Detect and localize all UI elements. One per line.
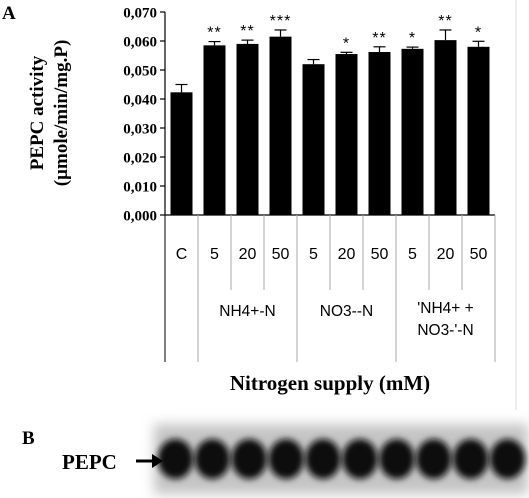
category-label: 20 bbox=[239, 246, 257, 263]
bar bbox=[335, 54, 358, 215]
category-label: 50 bbox=[272, 246, 290, 263]
blot-band bbox=[416, 439, 452, 479]
blot-band bbox=[452, 439, 489, 479]
category-label: 50 bbox=[371, 246, 389, 263]
blot-band bbox=[231, 439, 267, 479]
significance-marks: ** ****** ** **** bbox=[207, 13, 482, 52]
blot-band bbox=[489, 439, 526, 479]
category-table: C 5 20 50 5 20 50 5 20 50 NH4+-N NO3--N 'NH4+ + NO3-'… bbox=[164, 214, 496, 362]
blot-band bbox=[305, 439, 341, 479]
significance-label: ** bbox=[372, 30, 386, 47]
y-tick-label: 0,060 bbox=[123, 35, 157, 51]
blot-band bbox=[194, 439, 231, 479]
significance-label: * bbox=[475, 24, 482, 41]
significance-label: ** bbox=[438, 13, 452, 30]
group-label: NO3--N bbox=[320, 303, 373, 320]
category-label: 50 bbox=[470, 246, 488, 263]
bar bbox=[236, 43, 259, 216]
group-label: NH4+-N bbox=[219, 303, 275, 320]
significance-label: * bbox=[343, 35, 350, 52]
y-tick-label: 0,010 bbox=[123, 180, 157, 196]
significance-label: * bbox=[409, 30, 416, 47]
category-label: 5 bbox=[309, 246, 318, 263]
bar bbox=[434, 40, 457, 215]
y-tick-label: 0,050 bbox=[123, 64, 157, 80]
bar bbox=[401, 48, 424, 215]
y-tick-label: 0,020 bbox=[123, 151, 157, 167]
category-label: C bbox=[176, 246, 188, 263]
blot-band bbox=[268, 439, 304, 479]
category-label: 5 bbox=[408, 246, 417, 263]
bar bbox=[467, 46, 490, 215]
significance-label: ** bbox=[207, 25, 221, 42]
significance-label: *** bbox=[270, 13, 292, 30]
x-axis-label: Nitrogen supply (mM) bbox=[230, 371, 430, 395]
category-label: 20 bbox=[338, 246, 356, 263]
panel-b-label: B bbox=[22, 428, 35, 449]
category-label: 20 bbox=[437, 246, 455, 263]
y-axis: 0,000 0,010 0,020 0,030 0,040 0,050 0,060 0,070 bbox=[123, 6, 166, 225]
y-tick-label: 0,030 bbox=[123, 122, 157, 138]
blot-band bbox=[342, 439, 378, 479]
y-tick-label: 0,040 bbox=[123, 93, 157, 109]
category-label: 5 bbox=[210, 246, 219, 263]
y-tick-label: 0,000 bbox=[123, 209, 157, 225]
panel-a-label: A bbox=[2, 3, 16, 24]
error-bars bbox=[175, 29, 485, 93]
y-tick-label: 0,070 bbox=[123, 6, 157, 22]
bar bbox=[203, 45, 226, 215]
band-arrow-icon bbox=[136, 454, 163, 468]
significance-label: ** bbox=[240, 23, 254, 40]
blot-band bbox=[157, 439, 194, 479]
y-axis-label-line2: (µmole/min/mg.P) bbox=[51, 40, 72, 187]
bar bbox=[302, 64, 325, 215]
bars bbox=[170, 36, 490, 216]
western-blot-bands bbox=[157, 439, 526, 479]
blot-band bbox=[379, 439, 415, 479]
y-axis-label-line1: PEPC activity bbox=[27, 55, 48, 170]
group-label: 'NH4+ + NO3-'-N bbox=[417, 300, 473, 339]
bar bbox=[368, 52, 391, 215]
pepc-band-label: PEPC bbox=[62, 450, 117, 474]
bar bbox=[170, 92, 193, 215]
bar bbox=[269, 36, 292, 216]
